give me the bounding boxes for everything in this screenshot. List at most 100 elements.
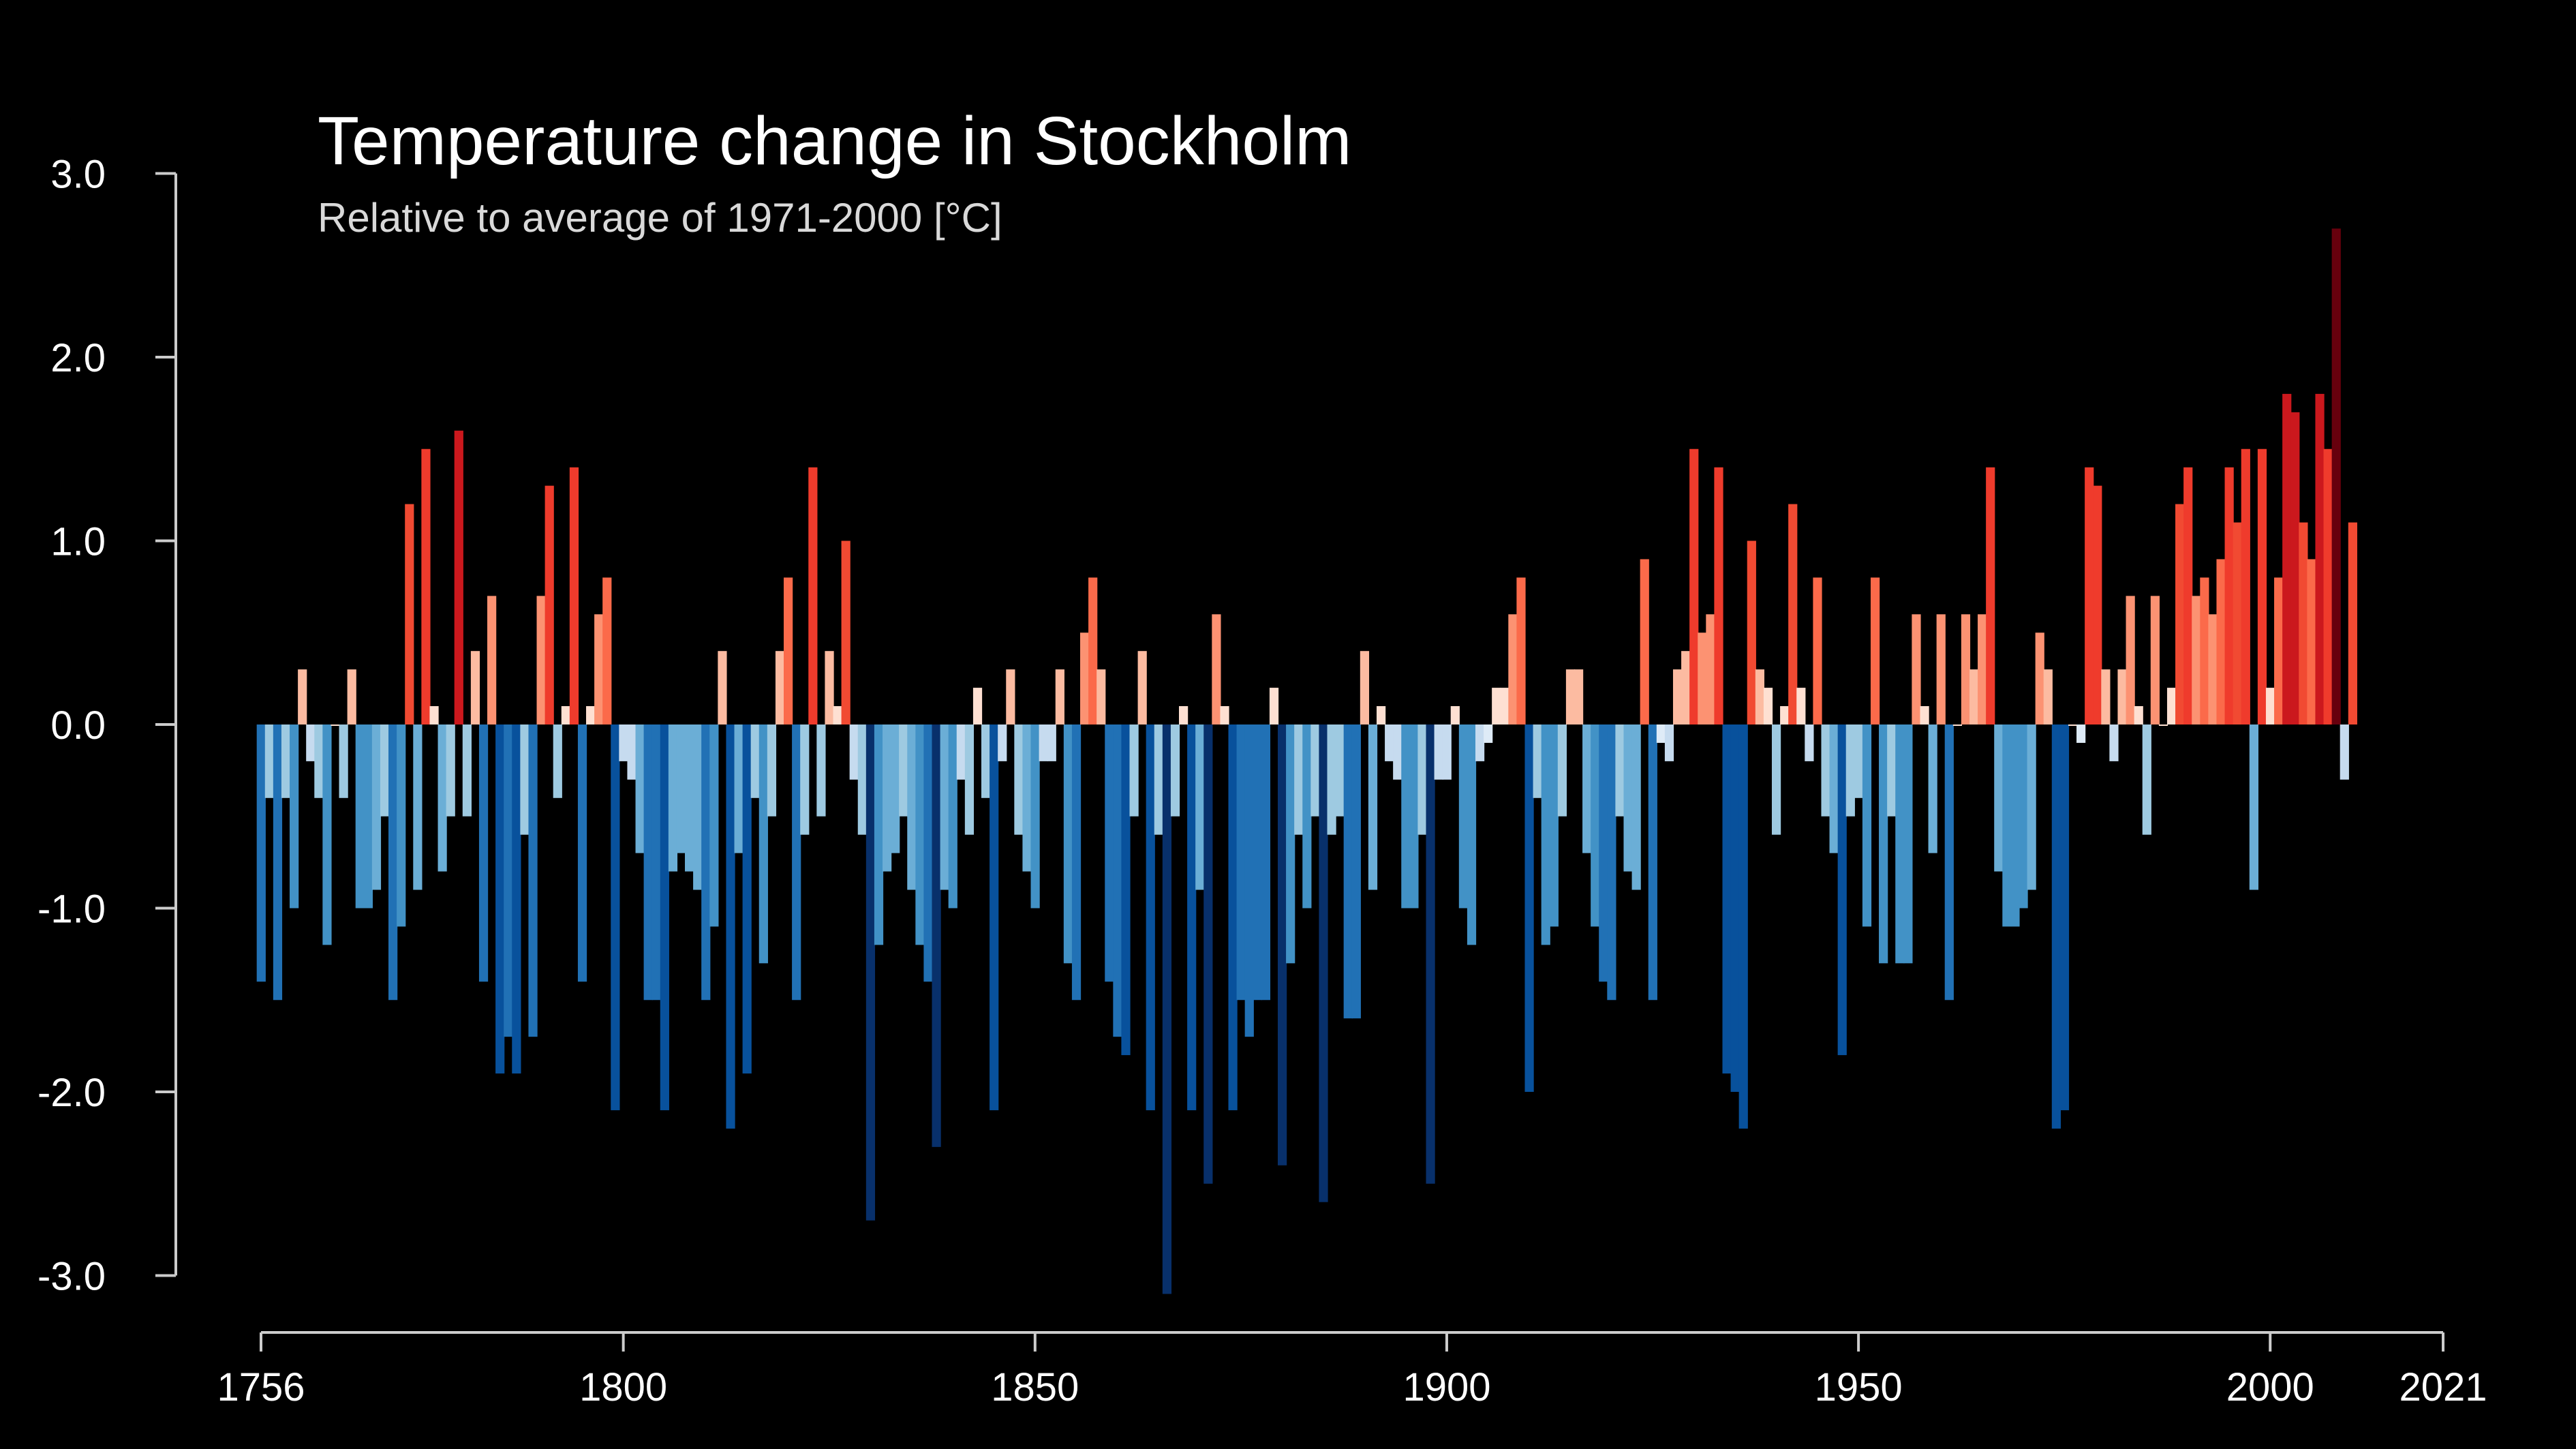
bar-1917	[1582, 724, 1592, 853]
bar-1862	[1129, 724, 1139, 817]
bar-1844	[981, 724, 991, 798]
bar-1777	[429, 706, 439, 724]
bar-2006	[2315, 393, 2325, 724]
bar-1760	[290, 724, 299, 909]
bar-1781	[462, 724, 472, 817]
bar-1897	[1417, 724, 1427, 835]
bar-1840	[948, 724, 957, 909]
bar-1784	[487, 596, 497, 724]
bar-1981	[2109, 724, 2119, 761]
bar-1911	[1533, 724, 1542, 798]
bar-1945	[1813, 577, 1822, 724]
bar-1883	[1302, 724, 1312, 909]
bar-1828	[849, 724, 859, 780]
bar-1863	[1137, 651, 1147, 724]
bar-1865	[1154, 724, 1163, 835]
bar-2003	[2290, 412, 2300, 724]
bar-1957	[1912, 614, 1921, 724]
bar-1823	[808, 467, 818, 724]
bar-1994	[2216, 559, 2226, 724]
bar-1854	[1063, 724, 1073, 964]
bar-1761	[298, 669, 307, 724]
bar-1944	[1805, 724, 1814, 761]
y-axis: 3.0 2.0 1.0 0.0 -1.0 -2.0 -3.0	[37, 153, 177, 1299]
bar-1998	[2249, 724, 2258, 890]
bar-1771	[380, 724, 390, 817]
bar-1939	[1763, 688, 1773, 724]
bar-1831	[874, 724, 884, 945]
bar-1856	[1080, 632, 1090, 724]
y-tick-label: 2.0	[50, 336, 106, 380]
bar-1812	[718, 651, 727, 724]
bar-1773	[397, 724, 406, 927]
bar-1758	[273, 724, 283, 1001]
bar-1927	[1664, 724, 1674, 761]
bar-1900	[1442, 724, 1452, 780]
bar-1959	[1928, 724, 1937, 853]
bar-1786	[504, 724, 513, 1037]
bar-1899	[1434, 724, 1443, 780]
x-tick-label: 2021	[2399, 1365, 2487, 1409]
bar-1880	[1277, 724, 1287, 1165]
bar-1869	[1187, 724, 1197, 1110]
bar-1763	[314, 724, 324, 798]
chart-title: Temperature change in Stockholm	[318, 103, 1352, 179]
chart-subtitle: Relative to average of 1971-2000 [°C]	[318, 195, 1002, 241]
bar-1997	[2241, 448, 2250, 724]
y-tick-label: -1.0	[37, 887, 106, 932]
bar-1928	[1672, 669, 1683, 724]
bar-1947	[1829, 724, 1839, 853]
bar-1820	[784, 577, 793, 724]
bar-1901	[1450, 706, 1460, 724]
y-tick-label: 0.0	[50, 703, 106, 748]
bar-1789	[528, 724, 538, 1037]
bar-1894	[1393, 724, 1402, 780]
bar-1983	[2126, 596, 2135, 724]
bar-1839	[940, 724, 949, 890]
bar-1985	[2142, 724, 2151, 835]
bar-1943	[1796, 688, 1806, 724]
bar-1835	[907, 724, 917, 890]
bar-1993	[2208, 614, 2218, 724]
bar-1867	[1170, 724, 1180, 817]
bar-1887	[1335, 724, 1345, 817]
bar-1814	[734, 724, 743, 853]
bar-1956	[1903, 724, 1913, 964]
bar-1765	[331, 724, 340, 726]
bar-1841	[956, 724, 966, 780]
bar-1779	[446, 724, 455, 817]
bar-series	[256, 228, 2357, 1294]
bar-1951	[1862, 724, 1872, 927]
bar-1864	[1146, 724, 1155, 1110]
bar-1920	[1607, 724, 1616, 1001]
bar-1906	[1492, 688, 1501, 724]
bar-1805	[660, 724, 669, 1110]
bar-1810	[701, 724, 711, 1001]
bar-1778	[438, 724, 447, 872]
bar-1861	[1121, 724, 1131, 1056]
bar-1976	[2068, 724, 2078, 726]
x-tick-label: 1756	[217, 1365, 305, 1409]
bar-1977	[2076, 724, 2086, 743]
bar-1988	[2166, 688, 2177, 724]
bar-1990	[2183, 467, 2193, 724]
bar-1903	[1467, 724, 1477, 945]
bar-1790	[536, 596, 546, 724]
bar-1806	[668, 724, 678, 872]
bar-1860	[1113, 724, 1122, 1037]
bar-1982	[2117, 669, 2127, 724]
bar-1953	[1879, 724, 1888, 964]
bar-1842	[964, 724, 975, 835]
bar-1757	[264, 724, 274, 798]
bar-1905	[1484, 724, 1493, 743]
bar-1996	[2233, 522, 2242, 724]
bar-1978	[2085, 467, 2094, 724]
bar-1775	[413, 724, 423, 890]
bar-1930	[1689, 448, 1699, 724]
y-tick-label: 1.0	[50, 520, 106, 564]
bar-1813	[726, 724, 735, 1129]
bar-1774	[405, 504, 414, 724]
bar-1843	[972, 688, 983, 724]
bar-1776	[421, 448, 431, 724]
bar-1971	[2027, 724, 2036, 890]
